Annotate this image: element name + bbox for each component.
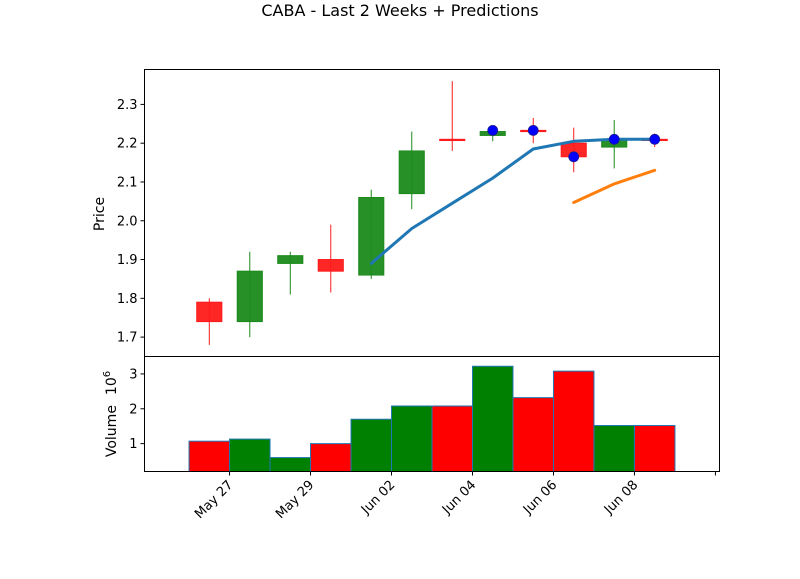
candle-body <box>196 301 223 323</box>
candle-body <box>317 259 344 272</box>
price-tick-label: 2.0 <box>117 214 138 229</box>
x-axis-ticks: May 27 May 29 Jun 02 Jun 04 Jun 06 Jun 08 <box>192 471 716 522</box>
candles-layer <box>196 81 668 345</box>
volume-bar <box>633 425 676 472</box>
price-tick-label: 1.7 <box>117 331 138 346</box>
volume-bar <box>229 438 271 473</box>
markers-layer <box>487 124 661 163</box>
prediction-lines-layer <box>369 137 657 265</box>
volume-axis-label-text: Volume <box>104 405 120 457</box>
volume-bar <box>310 443 352 473</box>
volume-axis-label: Volume 106 <box>102 371 120 457</box>
prediction-marker <box>568 151 580 163</box>
price-axis-label: Price <box>92 197 108 231</box>
candle-body <box>236 270 263 323</box>
volume-axis-ticks: 1 2 3 <box>129 367 145 452</box>
x-tick-label: May 27 <box>192 478 236 522</box>
volume-bar <box>188 440 231 473</box>
volume-bar <box>350 418 393 472</box>
prediction-marker <box>487 124 499 136</box>
volume-axis-multiplier: 10 <box>104 377 120 395</box>
x-tick-label: Jun 02 <box>358 478 398 518</box>
price-tick-label: 2.1 <box>117 175 138 190</box>
price-tick-label: 1.9 <box>117 253 138 268</box>
chart-title: CABA - Last 2 Weeks + Predictions <box>261 1 538 20</box>
volume-bar <box>471 365 514 472</box>
volume-panel-frame <box>144 356 720 472</box>
volume-bar <box>512 397 554 472</box>
x-tick-label: Jun 04 <box>439 478 479 518</box>
x-tick-label: May 29 <box>273 478 317 522</box>
volume-bars-layer <box>188 365 676 473</box>
volume-tick-label: 3 <box>129 367 137 382</box>
price-axis-ticks: 1.7 1.8 1.9 2.0 2.1 2.2 2.3 <box>117 98 145 346</box>
prediction-line-primary <box>369 137 657 265</box>
prediction-marker <box>649 133 661 145</box>
candle-body <box>398 150 425 195</box>
prediction-marker <box>527 124 539 136</box>
candle-body <box>439 138 466 142</box>
price-tick-label: 2.2 <box>117 137 138 152</box>
prediction-marker <box>608 133 620 145</box>
candle-body <box>277 255 304 264</box>
volume-bar <box>552 370 595 472</box>
volume-bar <box>269 457 312 473</box>
volume-tick-label: 1 <box>129 437 137 452</box>
price-panel-frame <box>144 69 720 357</box>
x-tick-label: Jun 08 <box>601 478 641 518</box>
prediction-line-secondary <box>572 168 657 204</box>
price-tick-label: 1.8 <box>117 292 138 307</box>
price-tick-label: 2.3 <box>117 98 138 113</box>
volume-bar <box>391 405 433 473</box>
volume-bar <box>431 405 473 473</box>
x-tick-label: Jun 06 <box>520 478 560 518</box>
volume-tick-label: 2 <box>129 402 137 417</box>
volume-bar <box>593 425 635 472</box>
volume-axis-exponent: 6 <box>102 371 113 377</box>
